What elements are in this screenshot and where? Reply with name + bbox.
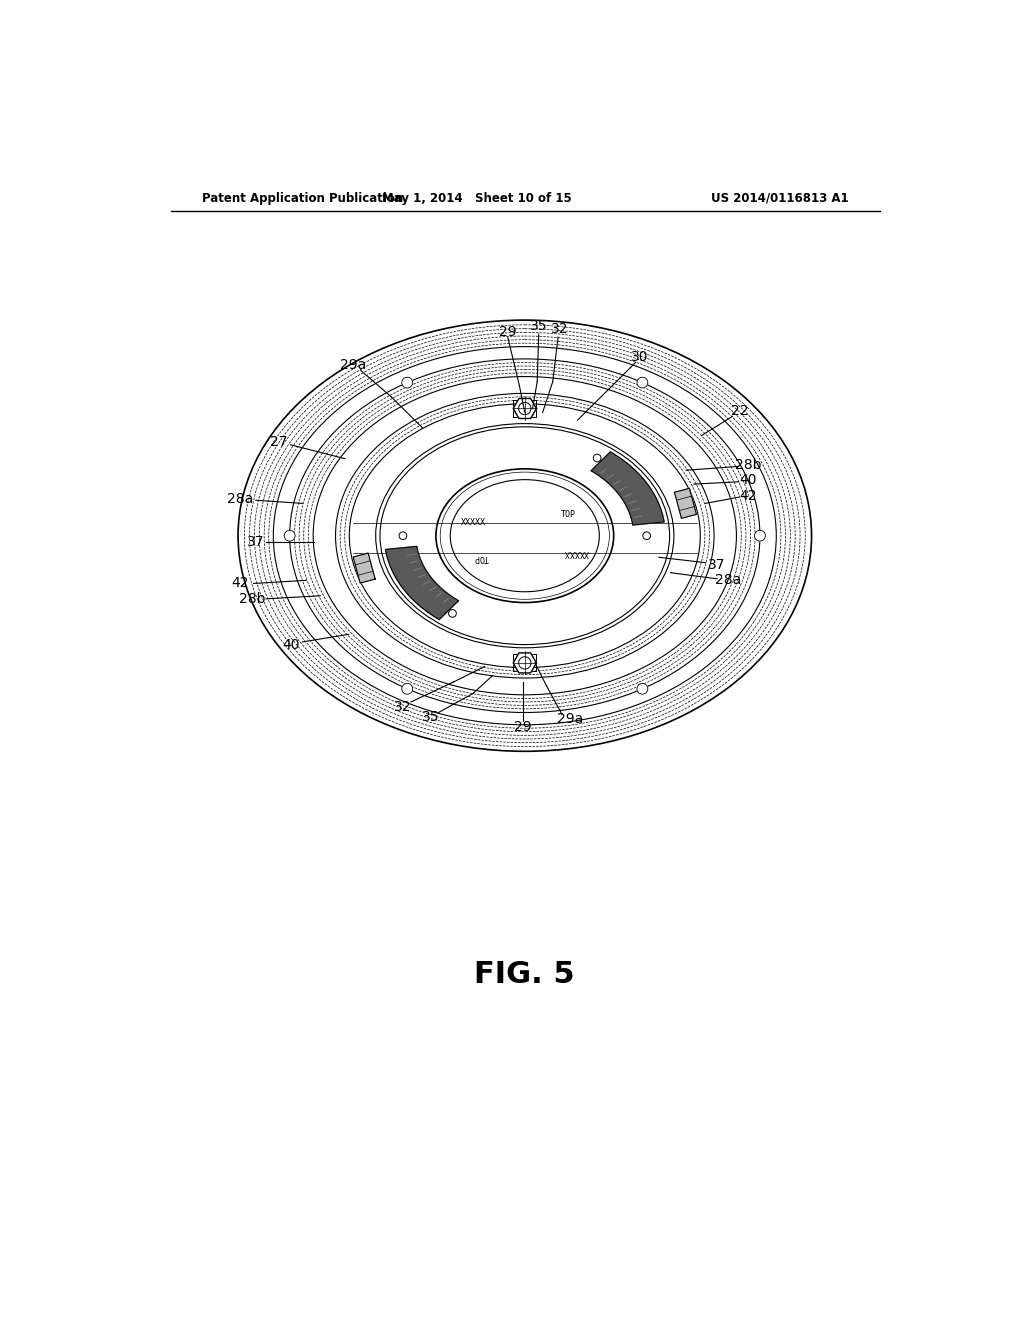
Text: TOP: TOP <box>474 553 489 562</box>
Circle shape <box>401 378 413 388</box>
Text: 32: 32 <box>394 700 412 714</box>
Circle shape <box>643 532 650 540</box>
Text: 42: 42 <box>739 488 757 503</box>
Text: Patent Application Publication: Patent Application Publication <box>202 191 402 205</box>
Text: 27: 27 <box>270 434 288 449</box>
Text: 40: 40 <box>282 638 299 652</box>
Circle shape <box>401 684 413 694</box>
Text: 30: 30 <box>631 350 648 364</box>
Polygon shape <box>385 546 459 619</box>
Text: 32: 32 <box>551 322 568 337</box>
Circle shape <box>637 378 648 388</box>
Text: 29a: 29a <box>557 711 583 726</box>
Polygon shape <box>675 488 696 519</box>
Text: 29: 29 <box>514 719 532 734</box>
Polygon shape <box>513 653 537 673</box>
Text: May 1, 2014   Sheet 10 of 15: May 1, 2014 Sheet 10 of 15 <box>382 191 571 205</box>
Text: 35: 35 <box>530 319 548 333</box>
Text: 37: 37 <box>709 558 726 572</box>
Text: 28b: 28b <box>239 591 265 606</box>
Text: XXXXX: XXXXX <box>461 519 485 527</box>
Polygon shape <box>353 553 375 583</box>
Text: TOP: TOP <box>560 510 575 519</box>
Text: 22: 22 <box>731 404 749 418</box>
Circle shape <box>755 531 765 541</box>
Circle shape <box>449 610 457 618</box>
Circle shape <box>521 660 528 668</box>
Text: XXXXX: XXXXX <box>564 548 589 557</box>
Text: 28b: 28b <box>735 458 761 471</box>
Text: 29a: 29a <box>340 358 366 372</box>
Circle shape <box>399 532 407 540</box>
Circle shape <box>518 403 531 414</box>
Circle shape <box>285 531 295 541</box>
Text: 28a: 28a <box>716 573 741 587</box>
Text: FIG. 5: FIG. 5 <box>474 960 575 989</box>
Polygon shape <box>591 451 665 525</box>
Circle shape <box>593 454 601 462</box>
Polygon shape <box>513 399 537 418</box>
Text: US 2014/0116813 A1: US 2014/0116813 A1 <box>711 191 849 205</box>
Text: 37: 37 <box>247 535 264 549</box>
Text: 40: 40 <box>739 474 757 487</box>
Text: 29: 29 <box>499 325 516 339</box>
Text: 28a: 28a <box>227 492 254 506</box>
Circle shape <box>521 404 528 412</box>
Circle shape <box>518 657 531 669</box>
Circle shape <box>637 684 648 694</box>
Text: 42: 42 <box>231 577 249 590</box>
Text: 35: 35 <box>422 710 439 725</box>
